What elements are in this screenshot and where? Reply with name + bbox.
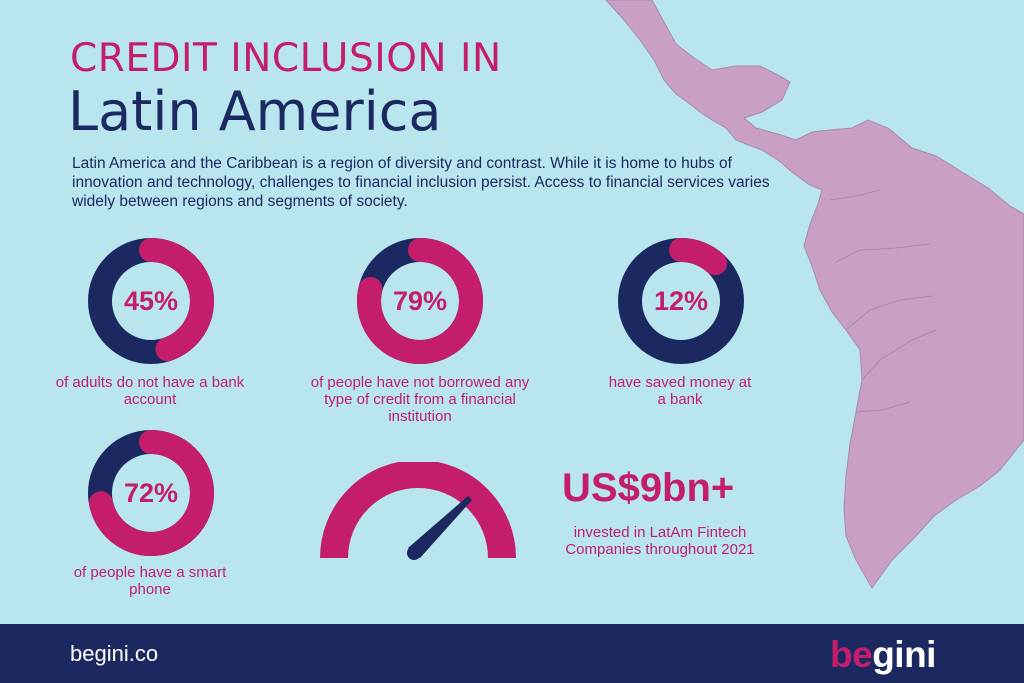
fintech-caption: invested in LatAm Fintech Companies thro… xyxy=(565,524,755,558)
stat-percent: 72% xyxy=(123,477,179,508)
donut-chart-smart-phone: 72% xyxy=(86,428,216,558)
intro-paragraph: Latin America and the Caribbean is a reg… xyxy=(72,155,770,210)
stat-caption: of people have a smart phone xyxy=(73,564,227,598)
stat-caption: of adults do not have a bank account xyxy=(55,374,245,408)
gauge-arc xyxy=(320,462,516,559)
donut-chart-adults-bank: 45% xyxy=(86,236,216,366)
speedometer-gauge-icon xyxy=(320,462,516,560)
donut-chart-saved-bank: 12% xyxy=(616,236,746,366)
title-line-2: Latin America xyxy=(68,80,442,143)
stat-caption: have saved money at a bank xyxy=(608,374,752,408)
donut-arc xyxy=(88,430,214,556)
donut-chart-no-credit: 79% xyxy=(355,236,485,366)
donut-arc xyxy=(357,238,483,364)
stat-percent: 12% xyxy=(653,285,709,316)
title-line-1: CREDIT INCLUSION IN xyxy=(70,36,502,81)
stat-percent: 45% xyxy=(123,285,179,316)
fintech-amount: US$9bn+ xyxy=(562,466,735,510)
stat-percent: 79% xyxy=(392,285,448,316)
gauge-needle xyxy=(408,496,472,558)
footer-bar: begini.co begini xyxy=(0,624,1024,683)
donut-arc xyxy=(618,238,744,364)
donut-arc xyxy=(88,238,214,364)
gauge-hub xyxy=(407,546,421,560)
stat-caption: of people have not borrowed any type of … xyxy=(310,374,530,425)
website-link[interactable]: begini.co xyxy=(70,641,159,666)
begini-logo: begini xyxy=(830,634,936,675)
